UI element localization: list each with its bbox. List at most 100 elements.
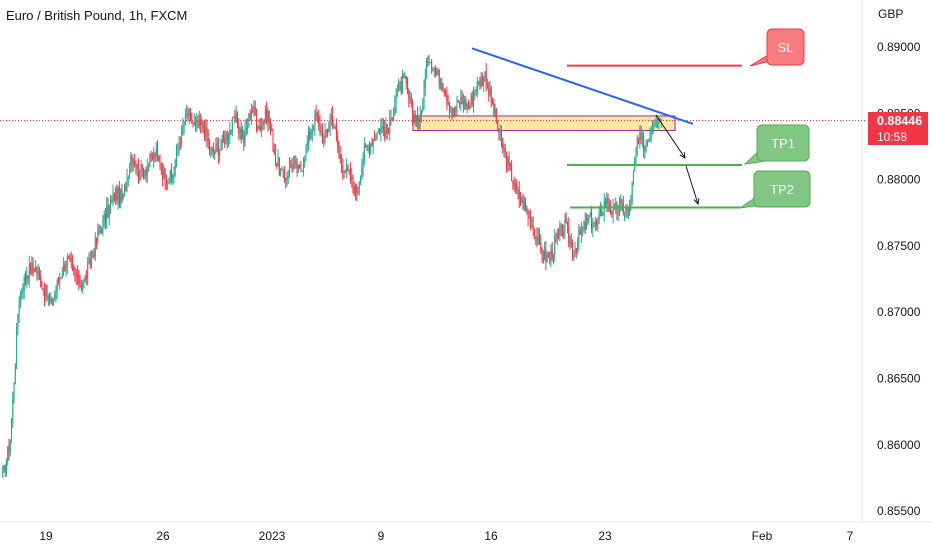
candle-body (320, 131, 322, 133)
candle-body (184, 114, 186, 125)
candle-body (585, 218, 587, 230)
sl-callout-box[interactable] (766, 28, 805, 66)
candle-body (225, 133, 227, 145)
candle-body (99, 230, 101, 232)
candle-body (306, 141, 308, 145)
candle-body (429, 62, 431, 64)
candle-body (446, 94, 448, 102)
candle-body (207, 138, 209, 141)
candle-body (481, 76, 483, 85)
candle-body (150, 154, 152, 157)
descending-trendline[interactable] (471, 47, 694, 125)
candle-body (653, 125, 655, 128)
candle-body (441, 83, 443, 90)
candle-body (101, 230, 103, 233)
candle-body (610, 208, 612, 214)
candle-body (479, 81, 481, 87)
candle-body (253, 106, 255, 112)
candle-body (396, 89, 398, 97)
candle-body (118, 187, 120, 204)
candle-body (234, 116, 236, 122)
candle-body (108, 204, 110, 217)
candle-body (262, 122, 264, 126)
candle-body (172, 174, 174, 179)
candle-body (344, 171, 346, 173)
candle-body (560, 224, 562, 228)
candle-body (90, 257, 92, 265)
candle-body (238, 127, 240, 134)
candle-body (257, 125, 259, 128)
candle-body (263, 122, 265, 124)
candle-body (189, 109, 191, 114)
candle-body (123, 187, 125, 195)
tp1-callout-box[interactable] (756, 124, 810, 162)
candle-body (474, 93, 476, 96)
tp2-callout-box[interactable] (753, 170, 811, 208)
candle-body (159, 160, 161, 170)
candle-body (9, 442, 11, 453)
x-tick-label: 26 (156, 529, 170, 543)
candle-body (318, 116, 320, 122)
candle-body (601, 209, 603, 216)
candle-body (36, 267, 38, 274)
candle-body (37, 270, 39, 274)
candle-body (650, 131, 652, 134)
bar-countdown: 10:58 (877, 130, 908, 144)
candle-body (401, 76, 403, 92)
candle-body (405, 75, 407, 84)
candle-body (71, 261, 73, 266)
candle-body (536, 235, 538, 245)
candle-body (551, 249, 553, 259)
candle-body (294, 161, 296, 165)
candle-body (460, 97, 462, 105)
candle-body (626, 207, 628, 211)
candle-body (304, 159, 306, 164)
candle-body (465, 99, 467, 110)
candle-body (476, 81, 478, 94)
candle-body (26, 275, 28, 280)
arrow-head (693, 197, 700, 206)
candle-body (617, 212, 619, 214)
candle-body (389, 118, 391, 134)
candle-body (31, 262, 33, 275)
candle-body (495, 109, 497, 123)
candle-body (627, 207, 629, 211)
candle-body (97, 231, 99, 243)
candle-body (570, 242, 572, 246)
candle-body (561, 224, 563, 237)
candle-body (74, 269, 76, 274)
candle-body (593, 224, 595, 227)
candle-body (230, 129, 232, 132)
candle-body (242, 134, 244, 139)
candle-body (569, 242, 571, 244)
candle-body (191, 113, 193, 123)
candle-body (445, 92, 447, 95)
candle-body (52, 298, 54, 305)
candle-body (325, 129, 327, 132)
candle-body (57, 279, 59, 282)
candle-body (377, 129, 379, 133)
candle-body (158, 155, 160, 161)
candle-body (558, 233, 560, 235)
candle-body (431, 62, 433, 70)
candle-body (492, 102, 494, 104)
candle-body (366, 146, 368, 148)
candle-body (457, 100, 459, 102)
candle-body (555, 237, 557, 239)
candle-body (42, 288, 44, 290)
symbol-title: Euro / British Pound, 1h, FXCM (6, 8, 188, 23)
candle-body (252, 111, 254, 113)
candle-body (370, 143, 372, 153)
candle-body (404, 75, 406, 77)
candle-body (33, 268, 35, 272)
candle-body (115, 188, 117, 200)
candle-body (422, 106, 424, 111)
candle-body (117, 187, 119, 201)
candle-body (535, 235, 537, 239)
candle-body (635, 148, 637, 159)
candle-body (447, 101, 449, 103)
candle-body (12, 399, 14, 424)
candle-body (490, 88, 492, 103)
